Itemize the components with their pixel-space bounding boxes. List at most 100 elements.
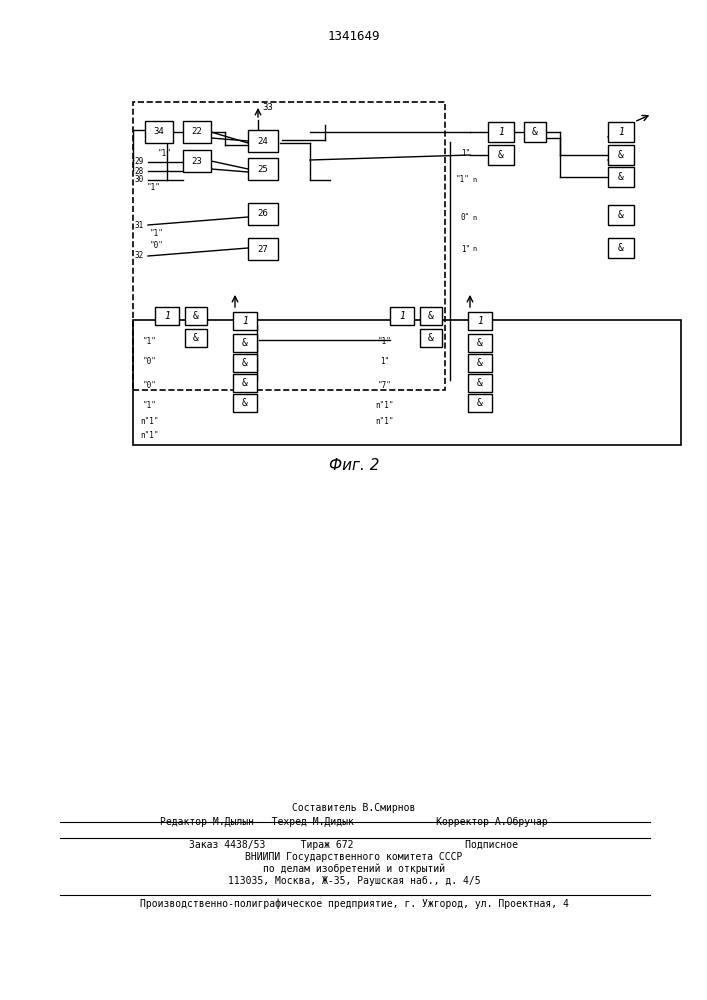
Bar (420, 307, 442, 325)
Bar (248, 238, 278, 260)
Text: по делам изобретений и открытий: по делам изобретений и открытий (263, 864, 445, 874)
Bar (608, 238, 634, 258)
Bar (608, 167, 634, 187)
Text: "1": "1" (456, 176, 470, 184)
Text: 1: 1 (242, 316, 248, 326)
Text: n: n (473, 215, 477, 221)
Text: Редактор М.Дылын   Техред М.Дидык              Корректор А.Обручар: Редактор М.Дылын Техред М.Дидык Корректо… (160, 817, 548, 827)
Bar (185, 307, 207, 325)
Text: 1: 1 (477, 316, 483, 326)
Text: n"1": n"1" (375, 400, 395, 410)
Text: 29: 29 (135, 157, 144, 166)
Text: n"1": n"1" (141, 430, 159, 440)
Text: &: & (193, 333, 199, 343)
Text: 27: 27 (257, 244, 269, 253)
Text: 1: 1 (164, 311, 170, 321)
Text: 24: 24 (257, 136, 269, 145)
Text: 28: 28 (135, 166, 144, 176)
Text: &: & (242, 338, 248, 348)
Text: 1": 1" (461, 148, 470, 157)
Bar (183, 121, 211, 143)
Text: n"1": n"1" (375, 418, 395, 426)
Text: "1": "1" (143, 338, 157, 347)
Text: 25: 25 (257, 164, 269, 174)
Bar (145, 121, 173, 143)
Text: n: n (473, 177, 477, 183)
Text: 23: 23 (192, 156, 202, 165)
Bar (608, 145, 634, 165)
Text: &: & (428, 311, 434, 321)
Bar (155, 307, 179, 325)
Text: 26: 26 (257, 210, 269, 219)
Text: 34: 34 (153, 127, 164, 136)
Text: 1": 1" (461, 244, 470, 253)
Bar (183, 150, 211, 172)
Bar (524, 122, 546, 142)
Text: &: & (618, 172, 624, 182)
Bar (468, 394, 492, 412)
Text: 32: 32 (135, 251, 144, 260)
Text: "1": "1" (143, 400, 157, 410)
Text: 1: 1 (618, 127, 624, 137)
Text: 31: 31 (135, 221, 144, 230)
Text: 1: 1 (399, 311, 405, 321)
Text: &: & (242, 378, 248, 388)
Text: "1": "1" (158, 148, 172, 157)
Text: 22: 22 (192, 127, 202, 136)
Text: &: & (477, 358, 483, 368)
Bar (488, 145, 514, 165)
Text: &: & (242, 398, 248, 408)
Bar (420, 329, 442, 347)
Bar (233, 374, 257, 392)
Text: &: & (193, 311, 199, 321)
Bar (468, 334, 492, 352)
Text: &: & (618, 243, 624, 253)
Bar (488, 122, 514, 142)
Text: Фиг. 2: Фиг. 2 (329, 458, 379, 473)
Bar (468, 374, 492, 392)
Text: &: & (618, 150, 624, 160)
Text: 30: 30 (135, 176, 144, 184)
Text: Составитель В.Смирнов: Составитель В.Смирнов (292, 803, 416, 813)
Bar (233, 354, 257, 372)
Bar (608, 122, 634, 142)
Text: &: & (477, 338, 483, 348)
Bar (608, 205, 634, 225)
Text: &: & (242, 358, 248, 368)
Text: &: & (477, 378, 483, 388)
Text: 33: 33 (262, 103, 273, 111)
Text: "0": "0" (150, 241, 164, 250)
Text: "0": "0" (143, 380, 157, 389)
Bar (233, 334, 257, 352)
Text: "1": "1" (378, 338, 392, 347)
Bar (233, 394, 257, 412)
Text: "0": "0" (143, 358, 157, 366)
Text: ВНИИПИ Государственного комитета СССР: ВНИИПИ Государственного комитета СССР (245, 852, 462, 862)
Bar (390, 307, 414, 325)
Text: n: n (473, 246, 477, 252)
Text: "1": "1" (150, 230, 164, 238)
Text: "7": "7" (378, 380, 392, 389)
Bar (133, 320, 681, 445)
Text: n"1": n"1" (141, 418, 159, 426)
Text: 1341649: 1341649 (328, 30, 380, 43)
Bar (133, 102, 445, 390)
Bar (468, 354, 492, 372)
Text: 0": 0" (461, 214, 470, 223)
Bar (248, 203, 278, 225)
Bar (468, 312, 492, 330)
Text: &: & (618, 210, 624, 220)
Bar (185, 329, 207, 347)
Text: Заказ 4438/53      Тираж 672                   Подписное: Заказ 4438/53 Тираж 672 Подписное (189, 840, 518, 850)
Text: "1": "1" (147, 182, 161, 192)
Text: 1": 1" (380, 358, 390, 366)
Text: &: & (532, 127, 538, 137)
Bar (248, 130, 278, 152)
Text: &: & (477, 398, 483, 408)
Text: 113035, Москва, Ж-35, Раушская наб., д. 4/5: 113035, Москва, Ж-35, Раушская наб., д. … (228, 876, 480, 886)
Text: Производственно-полиграфическое предприятие, г. Ужгород, ул. Проектная, 4: Производственно-полиграфическое предприя… (139, 899, 568, 909)
Bar (233, 312, 257, 330)
Text: &: & (498, 150, 504, 160)
Bar (248, 158, 278, 180)
Text: 1: 1 (498, 127, 504, 137)
